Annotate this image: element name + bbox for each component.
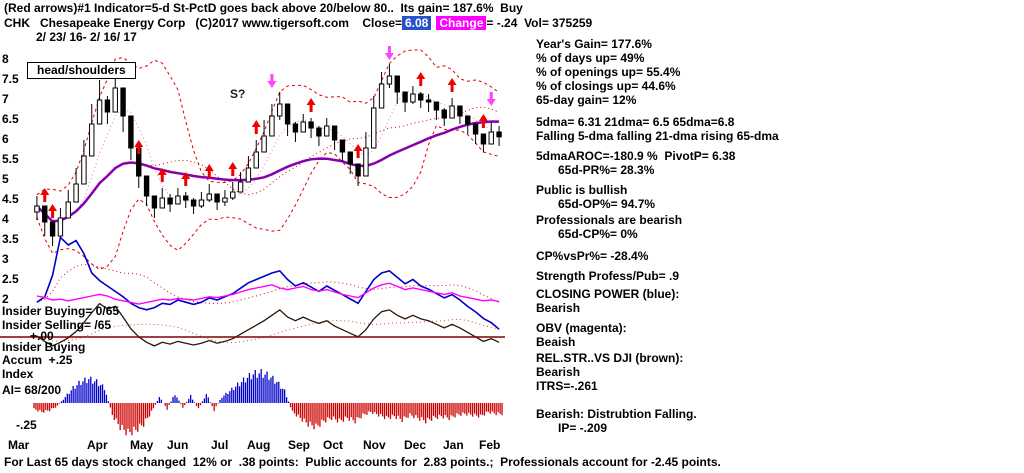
buy-arrow-icon: [416, 72, 426, 86]
buy-arrow-icon: [447, 78, 457, 92]
buy-arrow-icon: [181, 172, 191, 186]
sell-arrow-icon: [267, 74, 277, 88]
buy-arrow-icon: [306, 98, 316, 112]
buy-arrow-icon: [251, 120, 261, 134]
buy-arrow-icon: [40, 188, 50, 202]
buy-arrow-icon: [204, 164, 214, 178]
buy-arrow-icon: [134, 140, 144, 154]
buy-arrow-icon: [48, 204, 58, 218]
buy-arrow-icon: [228, 162, 238, 176]
buy-arrow-icon: [157, 168, 167, 182]
buy-arrow-icon: [353, 144, 363, 158]
sell-arrow-icon: [486, 92, 496, 106]
sell-arrow-icon: [384, 46, 394, 60]
buy-arrow-icon: [478, 114, 488, 128]
